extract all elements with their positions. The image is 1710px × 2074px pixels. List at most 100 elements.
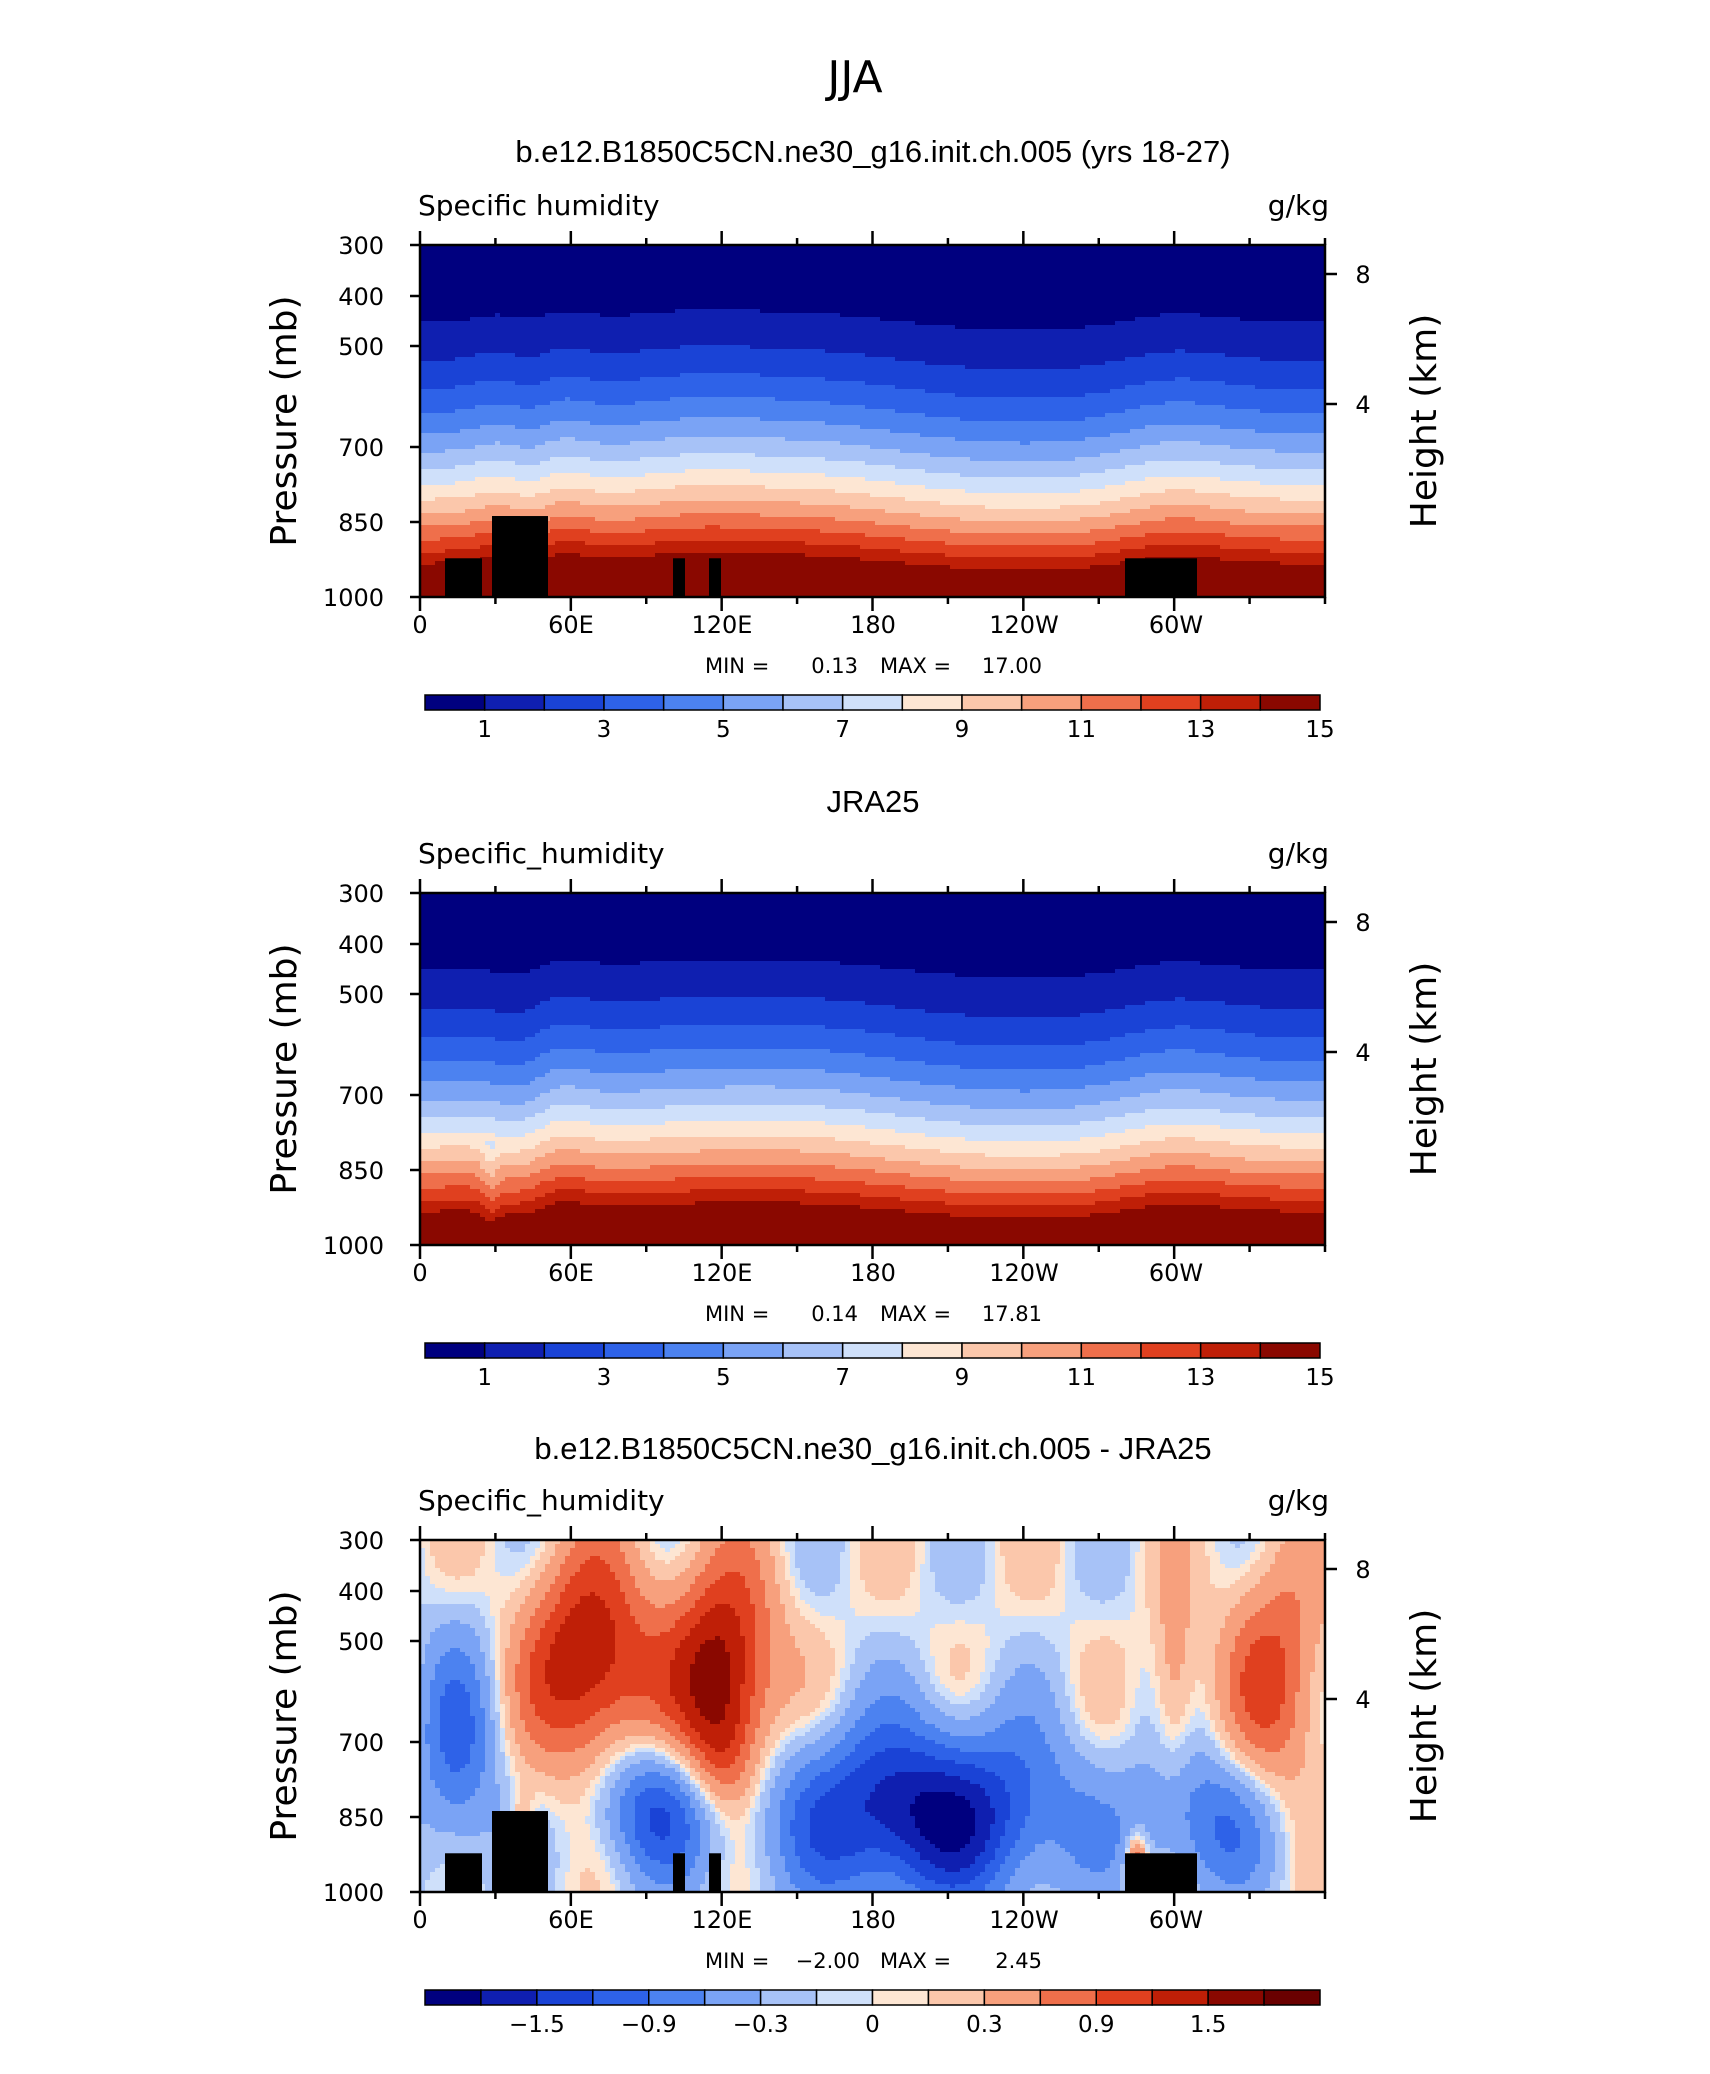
heatmap-cell (540, 289, 546, 294)
heatmap-cell (855, 349, 861, 354)
heatmap-cell (735, 265, 741, 270)
heatmap-cell (765, 317, 771, 322)
heatmap-cell (1020, 297, 1026, 302)
heatmap-cell (1230, 341, 1236, 346)
heatmap-cell (880, 301, 886, 306)
heatmap-cell (865, 281, 871, 286)
heatmap-cell (1290, 349, 1296, 354)
heatmap-cell (455, 317, 461, 322)
heatmap-cell (1065, 269, 1071, 274)
heatmap-cell (755, 257, 761, 262)
heatmap-cell (465, 273, 471, 278)
heatmap-cell (675, 293, 681, 298)
heatmap-cell (880, 273, 886, 278)
heatmap-cell (850, 265, 856, 270)
heatmap-cell (1185, 325, 1191, 330)
heatmap-cell (1165, 337, 1171, 342)
heatmap-cell (1265, 245, 1271, 250)
heatmap-cell (1040, 261, 1046, 266)
heatmap-cell (805, 257, 811, 262)
heatmap-cell (610, 277, 616, 282)
heatmap-cell (495, 289, 501, 294)
heatmap-cell (845, 289, 851, 294)
heatmap-cell (950, 277, 956, 282)
heatmap-cell (470, 297, 476, 302)
heatmap-cell (560, 305, 566, 310)
heatmap-cell (435, 245, 441, 250)
heatmap-cell (925, 273, 931, 278)
heatmap-cell (655, 285, 661, 290)
heatmap-cell (1190, 261, 1196, 266)
heatmap-cell (645, 293, 651, 298)
heatmap-cell (450, 289, 456, 294)
heatmap-cell (785, 329, 791, 334)
heatmap-cell (665, 293, 671, 298)
heatmap-cell (780, 305, 786, 310)
heatmap-cell (1195, 313, 1201, 318)
heatmap-cell (960, 285, 966, 290)
heatmap-cell (1210, 293, 1216, 298)
heatmap-cell (1275, 265, 1281, 270)
heatmap-cell (800, 249, 806, 254)
heatmap-cell (475, 333, 481, 338)
heatmap-cell (1145, 289, 1151, 294)
heatmap-cell (480, 261, 486, 266)
heatmap-cell (695, 273, 701, 278)
heatmap-cell (885, 253, 891, 258)
heatmap-cell (505, 325, 511, 330)
heatmap-cell (600, 325, 606, 330)
heatmap-cell (595, 257, 601, 262)
heatmap-cell (1175, 333, 1181, 338)
heatmap-cell (1085, 285, 1091, 290)
heatmap-cell (875, 281, 881, 286)
heatmap-cell (735, 325, 741, 330)
heatmap-cell (465, 281, 471, 286)
heatmap-cell (725, 293, 731, 298)
heatmap-cell (495, 329, 501, 334)
heatmap-cell (1000, 325, 1006, 330)
heatmap-cell (935, 321, 941, 326)
heatmap-cell (530, 329, 536, 334)
heatmap-cell (485, 273, 491, 278)
heatmap-cell (1160, 265, 1166, 270)
heatmap-cell (660, 317, 666, 322)
heatmap-cell (505, 345, 511, 350)
heatmap-cell (525, 293, 531, 298)
heatmap-cell (425, 309, 431, 314)
heatmap-cell (785, 289, 791, 294)
heatmap-cell (480, 301, 486, 306)
heatmap-cell (1180, 297, 1186, 302)
heatmap-cell (1245, 305, 1251, 310)
heatmap-cell (880, 353, 886, 358)
heatmap-cell (725, 349, 731, 354)
heatmap-cell (1090, 297, 1096, 302)
heatmap-cell (565, 329, 571, 334)
heatmap-cell (1200, 261, 1206, 266)
heatmap-cell (1245, 265, 1251, 270)
heatmap-cell (470, 313, 476, 318)
heatmap-cell (630, 321, 636, 326)
heatmap-cell (845, 345, 851, 350)
heatmap-cell (1210, 285, 1216, 290)
heatmap-cell (1085, 329, 1091, 334)
heatmap-cell (1145, 341, 1151, 346)
heatmap-cell (1120, 349, 1126, 354)
heatmap-cell (830, 349, 836, 354)
heatmap-cell (835, 301, 841, 306)
heatmap-cell (525, 257, 531, 262)
heatmap-cell (1005, 325, 1011, 330)
heatmap-cell (645, 281, 651, 286)
heatmap-cell (1225, 305, 1231, 310)
heatmap-cell (970, 333, 976, 338)
heatmap-cell (1165, 305, 1171, 310)
heatmap-cell (865, 277, 871, 282)
heatmap-cell (785, 253, 791, 258)
heatmap-cell (630, 313, 636, 318)
heatmap-cell (450, 349, 456, 354)
heatmap-cell (770, 281, 776, 286)
heatmap-cell (450, 317, 456, 322)
heatmap-cell (695, 333, 701, 338)
heatmap-cell (650, 289, 656, 294)
heatmap-cell (1160, 257, 1166, 262)
heatmap-cell (950, 313, 956, 318)
